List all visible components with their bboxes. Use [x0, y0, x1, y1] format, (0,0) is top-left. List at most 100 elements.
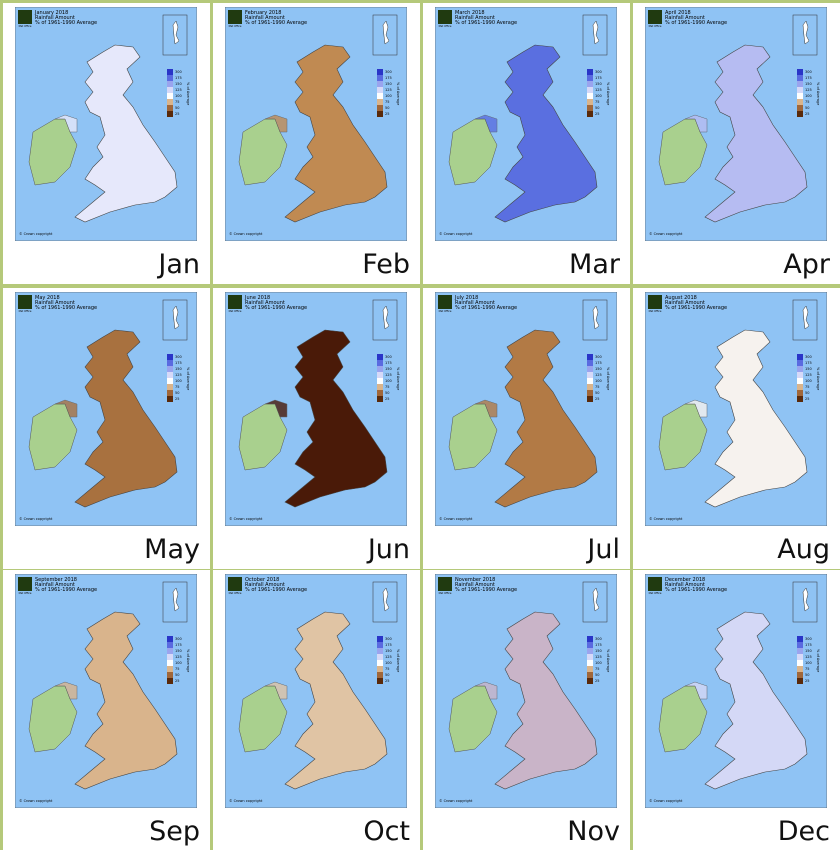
map-note: % of 1961-1990 Average [455, 587, 517, 593]
legend-tick: 300 [805, 355, 812, 359]
northern-ireland [684, 114, 708, 133]
legend-swatch [797, 396, 803, 402]
legend-swatch [797, 87, 803, 93]
great-britain [704, 44, 808, 223]
map-cell: Met Office November 2018 Rainfall Amount% … [423, 570, 630, 850]
shetland-box [372, 581, 398, 623]
legend-swatch [167, 654, 173, 660]
map-note: % of 1961-1990 Average [665, 587, 727, 593]
map-title: December 2018 [665, 577, 705, 583]
legend-tick: 175 [595, 76, 602, 80]
legend-swatch [587, 390, 593, 396]
legend-tick: 25 [175, 112, 179, 116]
northern-ireland [264, 114, 288, 133]
logo: Met Office [229, 591, 242, 595]
legend-swatch [377, 87, 383, 93]
legend-swatch [167, 678, 173, 684]
map-cell: Met Office August 2018 Rainfall Amount% of… [633, 288, 840, 569]
logo: Met Office [229, 24, 242, 28]
legend-swatch [587, 666, 593, 672]
map-subtitle: Rainfall Amount [245, 300, 285, 306]
great-britain [704, 611, 808, 790]
legend-tick: 150 [175, 649, 182, 653]
legend-swatch [587, 660, 593, 666]
legend-tick: 50 [595, 391, 599, 395]
great-britain [74, 44, 178, 223]
legend-tick: 25 [805, 397, 809, 401]
map-cell: Met Office July 2018 Rainfall Amount% of 1… [423, 288, 630, 569]
legend-tick: 100 [175, 379, 182, 383]
legend-title: % of Average [606, 649, 610, 672]
legend-swatch [587, 360, 593, 366]
map-subtitle: Rainfall Amount [245, 582, 285, 588]
legend-tick: 175 [805, 76, 812, 80]
legend-tick: 50 [805, 391, 809, 395]
legend-swatch [167, 75, 173, 81]
shetland [802, 587, 810, 612]
legend-tick: 300 [175, 637, 182, 641]
legend-swatch [167, 69, 173, 75]
legend-tick: 175 [385, 76, 392, 80]
shetland [802, 20, 810, 45]
month-label: Mar [569, 249, 620, 280]
legend-swatch [167, 378, 173, 384]
legend-swatch [167, 384, 173, 390]
legend-tick: 50 [595, 106, 599, 110]
map-subtitle: Rainfall Amount [665, 15, 705, 21]
legend-tick: 175 [805, 361, 812, 365]
legend-swatch [797, 378, 803, 384]
legend-swatch [587, 99, 593, 105]
month-label: Apr [783, 249, 830, 280]
map-note: % of 1961-1990 Average [665, 305, 727, 311]
month-label: Dec [777, 816, 830, 847]
shetland [592, 20, 600, 45]
legend-tick: 300 [595, 637, 602, 641]
logo-box [18, 577, 32, 591]
shetland [172, 20, 180, 45]
legend-tick: 25 [805, 112, 809, 116]
map-title: September 2018 [35, 577, 77, 583]
legend-swatch [587, 75, 593, 81]
legend-tick: 50 [805, 673, 809, 677]
legend-tick: 50 [175, 106, 179, 110]
legend-tick: 300 [805, 70, 812, 74]
map-cell: Met Office February 2018 Rainfall Amount% … [213, 3, 420, 284]
legend-tick: 100 [595, 661, 602, 665]
legend-tick: 25 [595, 112, 599, 116]
legend-swatch [587, 396, 593, 402]
map-note: % of 1961-1990 Average [665, 20, 727, 26]
legend-tick: 125 [595, 88, 602, 92]
shetland [592, 587, 600, 612]
great-britain [494, 611, 598, 790]
legend-title: % of Average [816, 367, 820, 390]
logo: Met Office [649, 24, 662, 28]
legend-tick: 25 [595, 679, 599, 683]
month-label: Jun [367, 534, 410, 565]
legend-swatch [377, 93, 383, 99]
legend-swatch [797, 390, 803, 396]
copyright: © Crown copyright [229, 232, 263, 236]
shetland [172, 587, 180, 612]
legend-tick: 150 [175, 367, 182, 371]
legend-tick: 75 [595, 385, 599, 389]
legend-tick: 100 [175, 94, 182, 98]
legend-tick: 25 [595, 397, 599, 401]
map-note: % of 1961-1990 Average [245, 587, 307, 593]
month-label: Sep [149, 816, 200, 847]
legend-title: % of Average [186, 649, 190, 672]
map-note: % of 1961-1990 Average [35, 305, 97, 311]
legend-swatch [167, 648, 173, 654]
legend-tick: 175 [385, 643, 392, 647]
legend-tick: 25 [175, 397, 179, 401]
legend-swatch [167, 111, 173, 117]
legend-swatch [377, 105, 383, 111]
copyright: © Crown copyright [19, 232, 53, 236]
map-cell: Met Office January 2018 Rainfall Amount% o… [3, 3, 210, 284]
legend-tick: 50 [385, 106, 389, 110]
legend-tick: 175 [385, 361, 392, 365]
legend-swatch [167, 99, 173, 105]
legend-title: % of Average [186, 82, 190, 105]
logo-box [648, 577, 662, 591]
